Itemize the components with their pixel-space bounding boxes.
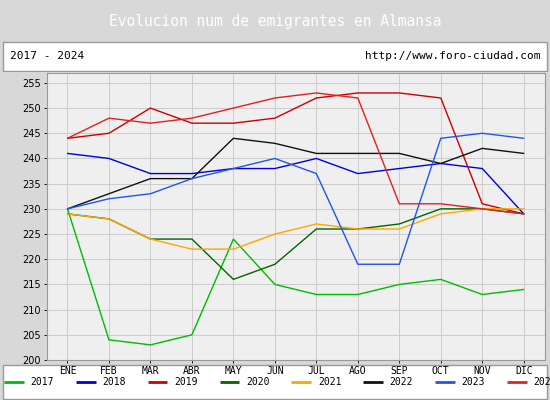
- Text: 2023: 2023: [461, 377, 485, 387]
- Text: 2019: 2019: [174, 377, 197, 387]
- Text: Evolucion num de emigrantes en Almansa: Evolucion num de emigrantes en Almansa: [109, 14, 441, 29]
- Text: 2024: 2024: [534, 377, 550, 387]
- Text: 2017 - 2024: 2017 - 2024: [10, 51, 84, 61]
- Text: 2017: 2017: [30, 377, 54, 387]
- Text: 2022: 2022: [390, 377, 413, 387]
- Text: 2018: 2018: [102, 377, 125, 387]
- Text: 2021: 2021: [318, 377, 342, 387]
- Text: 2020: 2020: [246, 377, 270, 387]
- Text: http://www.foro-ciudad.com: http://www.foro-ciudad.com: [365, 51, 540, 61]
